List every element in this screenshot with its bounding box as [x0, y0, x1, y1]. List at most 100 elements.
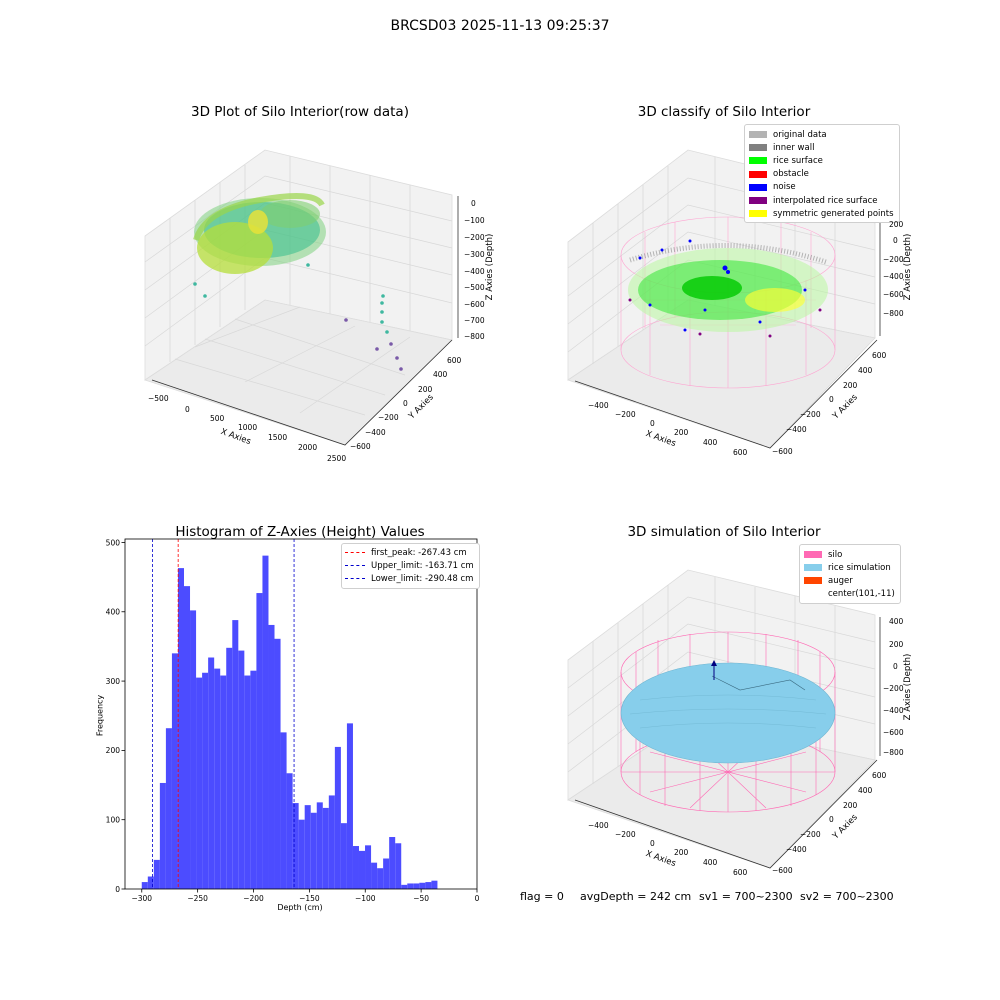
- histogram-bar: [431, 880, 438, 889]
- simulation-panel-title: 3D simulation of Silo Interior: [627, 524, 821, 540]
- histogram-bar: [280, 732, 287, 889]
- histogram-frame: [124, 538, 478, 890]
- classify-x-tick: −400: [588, 401, 609, 410]
- flag-status: flag = 0: [520, 890, 564, 903]
- legend-label: inner wall: [773, 142, 815, 153]
- classify-y-tick: −600: [772, 447, 793, 456]
- simulation-z-tick: 200: [889, 640, 904, 649]
- legend-swatch: [345, 552, 365, 554]
- histogram-bar: [196, 677, 203, 889]
- legend-label: rice surface: [773, 155, 823, 166]
- classify-legend: original data inner wall rice surface ob…: [744, 124, 900, 224]
- classify-z-axis-label: Z Axies (Depth): [903, 233, 913, 301]
- classify-y-tick: 0: [829, 395, 834, 404]
- raw-floor: [144, 299, 453, 446]
- legend-swatch: [345, 578, 365, 580]
- legend-item: first_peak: -267.43 cm: [345, 546, 474, 559]
- histogram-bar: [220, 675, 227, 889]
- histogram-y-ticks: 0 100 200 300 400 500: [106, 538, 125, 894]
- x-tick-label: 0: [475, 894, 480, 903]
- legend-label: Lower_limit: -290.48 cm: [371, 573, 474, 584]
- legend-item: original data: [749, 128, 894, 141]
- raw-y-tick: −600: [350, 442, 371, 451]
- histogram-bar: [244, 675, 251, 889]
- legend-item: Lower_limit: -290.48 cm: [345, 572, 474, 585]
- simulation-y-tick: −400: [786, 845, 807, 854]
- simulation-x-tick: 0: [650, 839, 655, 848]
- legend-label: noise: [773, 182, 796, 193]
- legend-swatch: [804, 564, 822, 572]
- legend-label: center(101,-11): [828, 589, 895, 600]
- legend-label: rice simulation: [828, 562, 891, 573]
- y-tick-label: 200: [106, 746, 121, 755]
- histogram-bar: [147, 876, 154, 889]
- legend-swatch: [749, 157, 767, 165]
- simulation-x-tick: −400: [588, 821, 609, 830]
- simulation-back-wall: [567, 569, 876, 801]
- histogram-bar: [322, 807, 329, 889]
- avg-depth-status: avgDepth = 242 cm: [580, 890, 692, 903]
- raw-y-tick: −400: [365, 428, 386, 437]
- histogram-bar: [256, 593, 263, 889]
- classify-z-tick: −200: [883, 255, 904, 264]
- legend-label: auger: [828, 575, 853, 586]
- histogram-bar: [153, 859, 160, 889]
- simulation-legend: silo rice simulation auger center(101,-1…: [799, 544, 901, 604]
- y-tick-label: 0: [115, 885, 120, 894]
- raw-x-tick: 1500: [268, 433, 288, 442]
- histogram-title: Histogram of Z-Axies (Height) Values: [175, 524, 425, 540]
- histogram-bars: [141, 555, 438, 889]
- classify-z-tick: 0: [893, 236, 898, 245]
- y-tick-label: 100: [106, 815, 121, 824]
- histogram-bar: [208, 657, 215, 889]
- legend-swatch: [804, 577, 822, 585]
- legend-item: center(101,-11): [804, 588, 895, 601]
- raw-z-tick: −800: [464, 332, 485, 341]
- classify-x-tick: 400: [703, 438, 718, 447]
- histogram-bar: [346, 723, 353, 889]
- classify-y-axis-label: Y Axies: [830, 392, 860, 422]
- histogram-bar: [159, 782, 166, 889]
- raw-x-tick: 0: [185, 405, 190, 414]
- legend-swatch: [749, 210, 767, 218]
- legend-item: auger: [804, 574, 895, 587]
- histogram-bar: [184, 586, 191, 889]
- simulation-y-tick: 0: [829, 815, 834, 824]
- legend-swatch: [749, 170, 767, 178]
- raw-x-tick: 2500: [327, 454, 347, 463]
- histogram-bar: [171, 653, 178, 889]
- classify-z-tick: −800: [883, 309, 904, 318]
- raw-z-tick: −400: [464, 267, 485, 276]
- legend-item: Upper_limit: -163.71 cm: [345, 559, 474, 572]
- histogram-bar: [286, 773, 293, 889]
- simulation-z-tick: −600: [883, 728, 904, 737]
- raw-z-tick: −300: [464, 250, 485, 259]
- legend-swatch: [749, 197, 767, 205]
- raw-x-tick: −500: [148, 394, 169, 403]
- simulation-z-axis-label: Z Axies (Depth): [903, 653, 913, 721]
- histogram-bar: [407, 883, 414, 889]
- classify-y-tick: −200: [800, 410, 821, 419]
- raw-x-tick: 500: [210, 414, 225, 423]
- classify-z-tick: −600: [883, 290, 904, 299]
- classify-y-tick: 600: [872, 351, 887, 360]
- histogram-legend: first_peak: -267.43 cm Upper_limit: -163…: [341, 543, 480, 589]
- simulation-x-tick: 400: [703, 858, 718, 867]
- histogram-bar: [226, 647, 233, 889]
- y-tick-label: 500: [106, 538, 121, 547]
- histogram-bar: [262, 555, 269, 889]
- simulation-rice-surface: [620, 662, 836, 764]
- simulation-grid: [567, 577, 876, 784]
- raw-x-tick: 1000: [238, 423, 258, 432]
- simulation-y-axis-label: Y Axies: [830, 812, 860, 842]
- legend-swatch: [749, 131, 767, 139]
- histogram-bar: [383, 858, 390, 889]
- histogram-x-ticks: −300 −250 −200 −150 −100 −50 0: [131, 889, 480, 903]
- legend-item: symmetric generated points: [749, 207, 894, 220]
- simulation-silo-wireframe: [620, 631, 836, 813]
- sv1-status: sv1 = 700~2300: [699, 890, 793, 903]
- histogram-bar: [401, 884, 408, 889]
- raw-z-tick: 0: [471, 199, 476, 208]
- legend-label: interpolated rice surface: [773, 195, 878, 206]
- legend-item: obstacle: [749, 168, 894, 181]
